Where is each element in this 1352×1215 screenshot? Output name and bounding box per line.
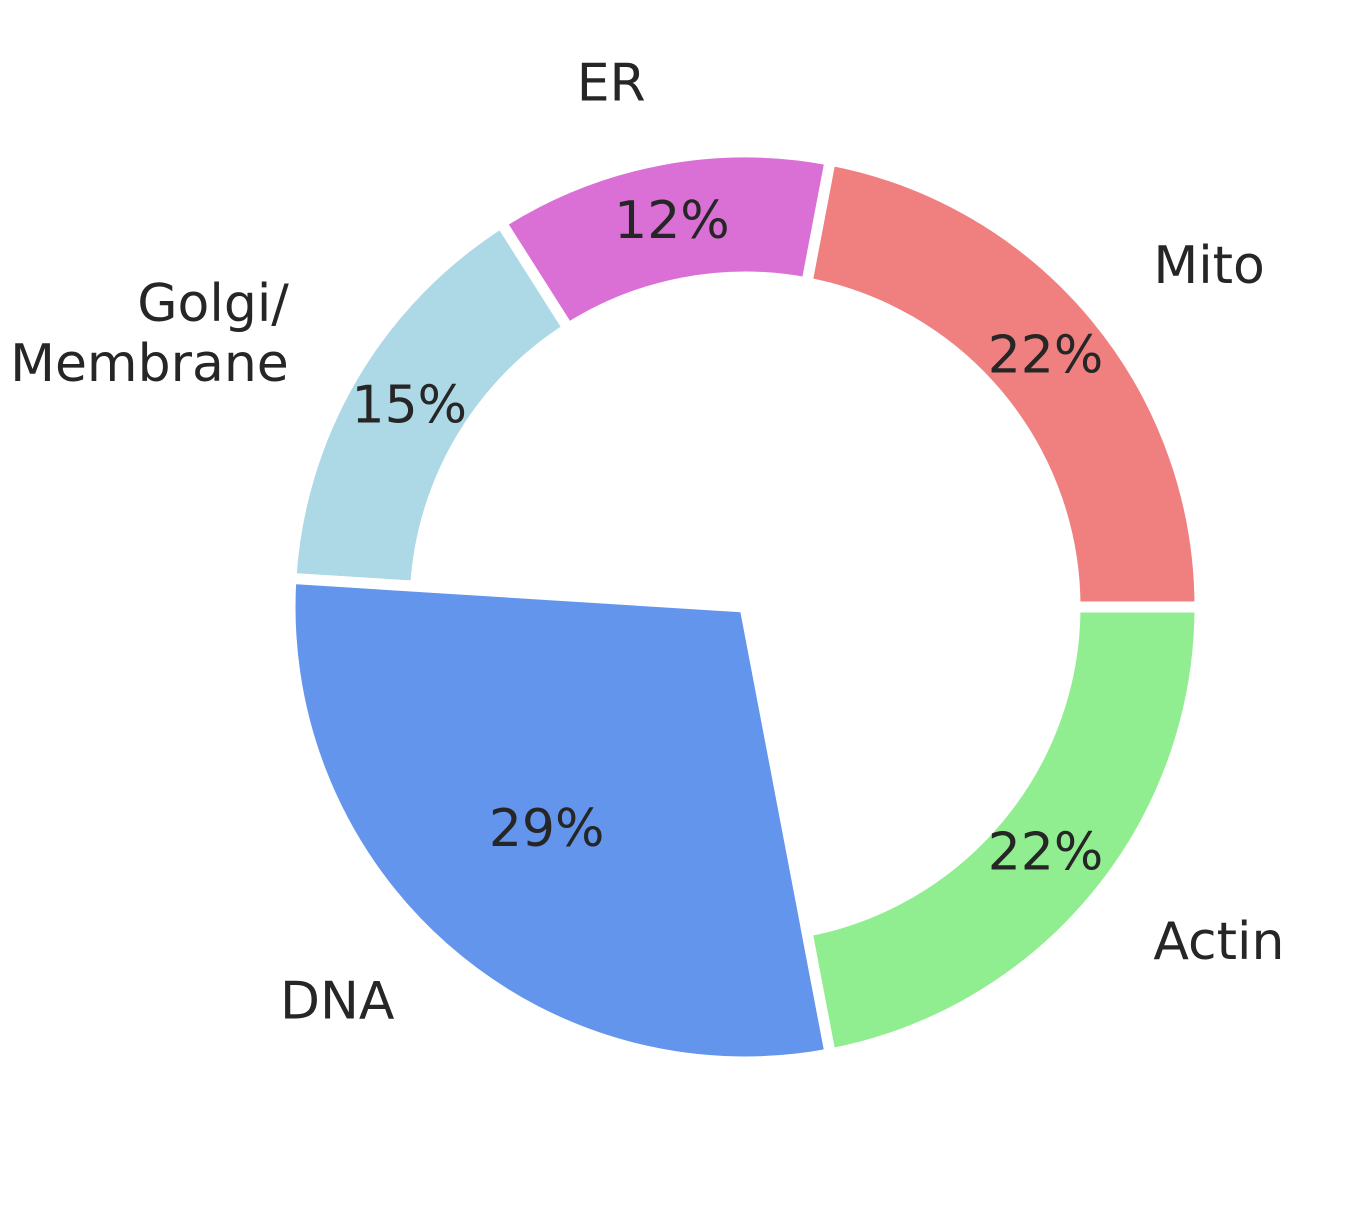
slice-actin [800, 601, 1206, 1061]
pct-label-dna: 29% [489, 799, 605, 859]
pct-label-er: 12% [614, 191, 730, 251]
label-actin: Actin [1153, 912, 1284, 972]
label-dna: DNA [280, 972, 395, 1032]
label-er: ER [577, 53, 646, 113]
label-mito: Mito [1153, 236, 1265, 296]
slice-mito [800, 153, 1206, 613]
pct-label-mito: 22% [988, 325, 1104, 385]
chart-slices [284, 146, 1206, 1068]
pct-label-actin: 22% [988, 823, 1104, 883]
pct-label-golgi-membrane: 15% [352, 375, 468, 435]
label-golgi-membrane: Golgi/Membrane [10, 274, 289, 394]
chart-labels: Mito 22% ER 12% Golgi/Membrane 15% DNA 29% Actin… [10, 53, 1284, 1031]
slice-dna [284, 572, 837, 1068]
